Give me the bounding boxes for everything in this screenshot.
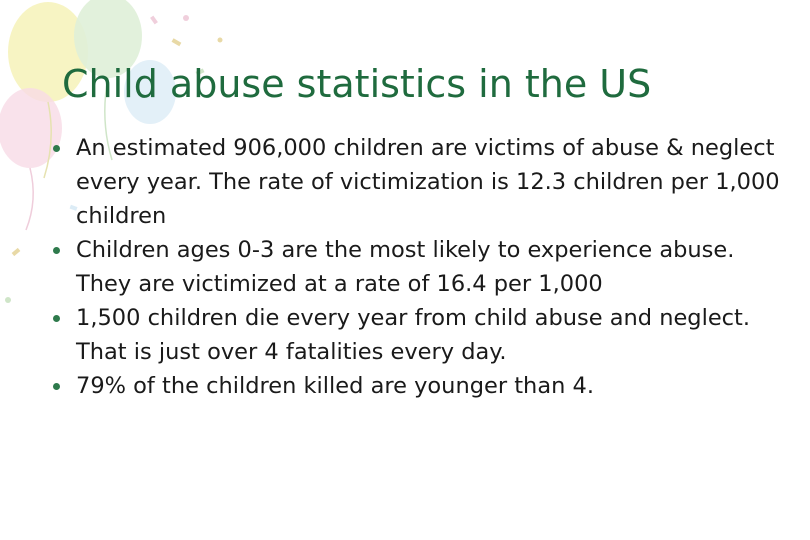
bullet-dot-icon bbox=[53, 145, 60, 152]
bullet-list: An estimated 906,000 children are victim… bbox=[50, 131, 790, 403]
bullet-text: Children ages 0-3 are the most likely to… bbox=[76, 237, 735, 297]
bullet-item: An estimated 906,000 children are victim… bbox=[50, 131, 790, 233]
bullet-item: Children ages 0-3 are the most likely to… bbox=[50, 233, 790, 301]
bullet-text: An estimated 906,000 children are victim… bbox=[76, 135, 780, 229]
bullet-item: 79% of the children killed are younger t… bbox=[50, 369, 790, 403]
bullet-dot-icon bbox=[53, 315, 60, 322]
bullet-dot-icon bbox=[53, 383, 60, 390]
bullet-text: 79% of the children killed are younger t… bbox=[76, 373, 594, 399]
bullet-dot-icon bbox=[53, 247, 60, 254]
bullet-item: 1,500 children die every year from child… bbox=[50, 301, 790, 369]
slide-title: Child abuse statistics in the US bbox=[62, 62, 652, 106]
bullet-text: 1,500 children die every year from child… bbox=[76, 305, 751, 365]
